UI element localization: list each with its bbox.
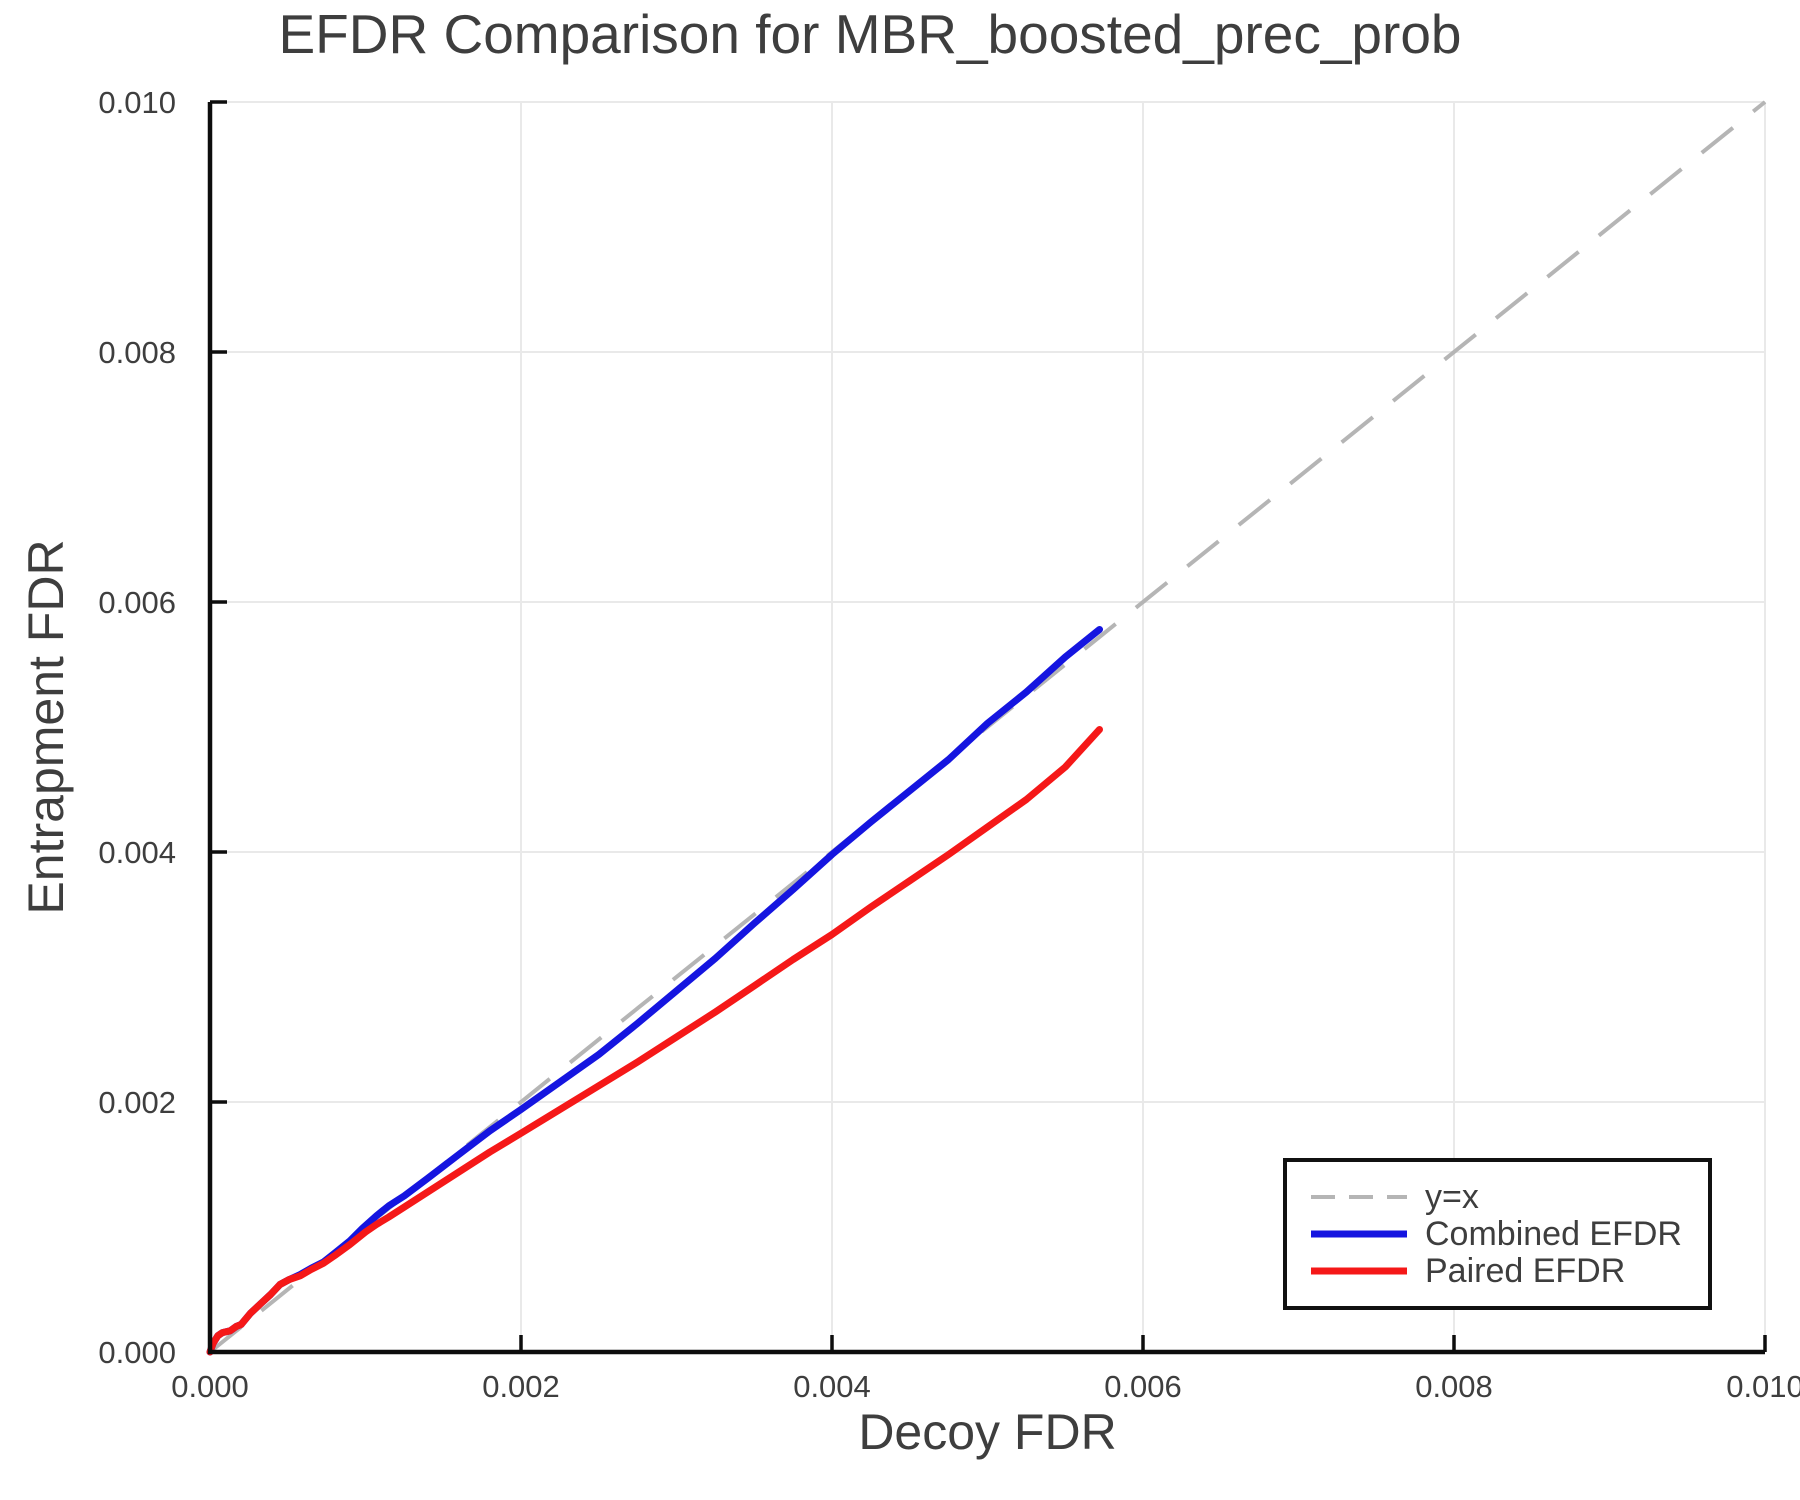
x-tick-label: 0.000: [171, 1369, 249, 1404]
x-tick-label: 0.008: [1415, 1369, 1493, 1404]
gridlines: [209, 101, 1766, 1353]
y-tick-label: 0.002: [98, 1085, 176, 1120]
y-tick-label: 0.004: [98, 835, 176, 870]
legend: y=x Combined EFDR Paired EFDR: [1283, 1158, 1712, 1310]
combined-efdr-line-sample-icon: [1311, 1230, 1407, 1238]
legend-item-paired-efdr: Paired EFDR: [1309, 1253, 1708, 1290]
yx-line-sample-icon: [1311, 1195, 1407, 1199]
y-tick-label: 0.006: [98, 585, 176, 620]
chart-title: EFDR Comparison for MBR_boosted_prec_pro…: [278, 3, 1462, 65]
x-axis-label: Decoy FDR: [858, 1404, 1117, 1460]
x-tick-label: 0.006: [1104, 1369, 1182, 1404]
series-paired-efdr: [206, 726, 1103, 1356]
series-combined-efdr: [206, 626, 1103, 1356]
y-tick-label: 0.000: [98, 1335, 176, 1370]
x-tick-label: 0.002: [482, 1369, 560, 1404]
x-tick-label: 0.010: [1726, 1369, 1800, 1404]
legend-item-combined-efdr: Combined EFDR: [1309, 1216, 1708, 1253]
axes: 0.000 0.002 0.004 0.006 0.008 0.010 0.000 0.002…: [98, 85, 1800, 1404]
y-tick-label: 0.008: [98, 335, 176, 370]
y-axis-label: Entrapment FDR: [18, 539, 74, 915]
y-tick-label: 0.010: [98, 85, 176, 120]
paired-efdr-line-sample-icon: [1311, 1267, 1407, 1275]
x-tick-label: 0.004: [793, 1369, 871, 1404]
legend-label-combined-efdr: Combined EFDR: [1425, 1215, 1682, 1253]
legend-item-yx: y=x: [1309, 1179, 1708, 1216]
legend-label-paired-efdr: Paired EFDR: [1425, 1252, 1626, 1290]
legend-label-yx: y=x: [1425, 1178, 1479, 1216]
